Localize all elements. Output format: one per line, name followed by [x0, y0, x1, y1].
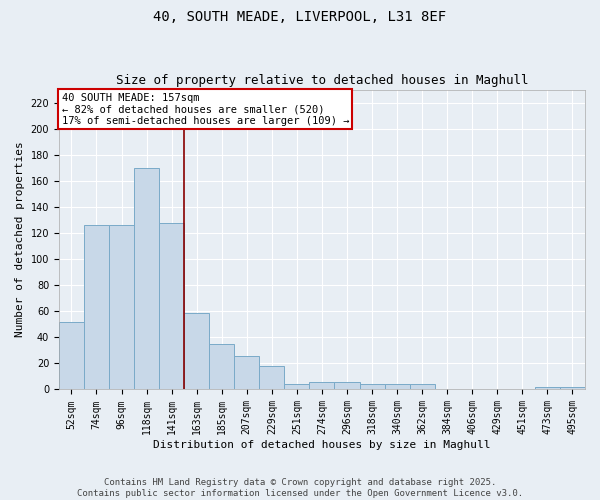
Y-axis label: Number of detached properties: Number of detached properties	[15, 142, 25, 338]
Bar	[109, 225, 134, 390]
Bar	[184, 312, 209, 390]
Bar	[284, 384, 310, 390]
Bar	[159, 222, 184, 390]
Bar	[59, 322, 84, 390]
Bar	[410, 384, 434, 390]
Bar	[535, 387, 560, 390]
Bar	[234, 356, 259, 390]
Bar	[84, 225, 109, 390]
Bar	[209, 344, 234, 390]
Title: Size of property relative to detached houses in Maghull: Size of property relative to detached ho…	[116, 74, 528, 87]
Bar	[134, 168, 159, 390]
Text: 40 SOUTH MEADE: 157sqm
← 82% of detached houses are smaller (520)
17% of semi-de: 40 SOUTH MEADE: 157sqm ← 82% of detached…	[62, 92, 349, 126]
Bar	[310, 382, 334, 390]
Bar	[334, 382, 359, 390]
Text: Contains HM Land Registry data © Crown copyright and database right 2025.
Contai: Contains HM Land Registry data © Crown c…	[77, 478, 523, 498]
Text: 40, SOUTH MEADE, LIVERPOOL, L31 8EF: 40, SOUTH MEADE, LIVERPOOL, L31 8EF	[154, 10, 446, 24]
X-axis label: Distribution of detached houses by size in Maghull: Distribution of detached houses by size …	[153, 440, 491, 450]
Bar	[259, 366, 284, 390]
Bar	[560, 387, 585, 390]
Bar	[359, 384, 385, 390]
Bar	[385, 384, 410, 390]
